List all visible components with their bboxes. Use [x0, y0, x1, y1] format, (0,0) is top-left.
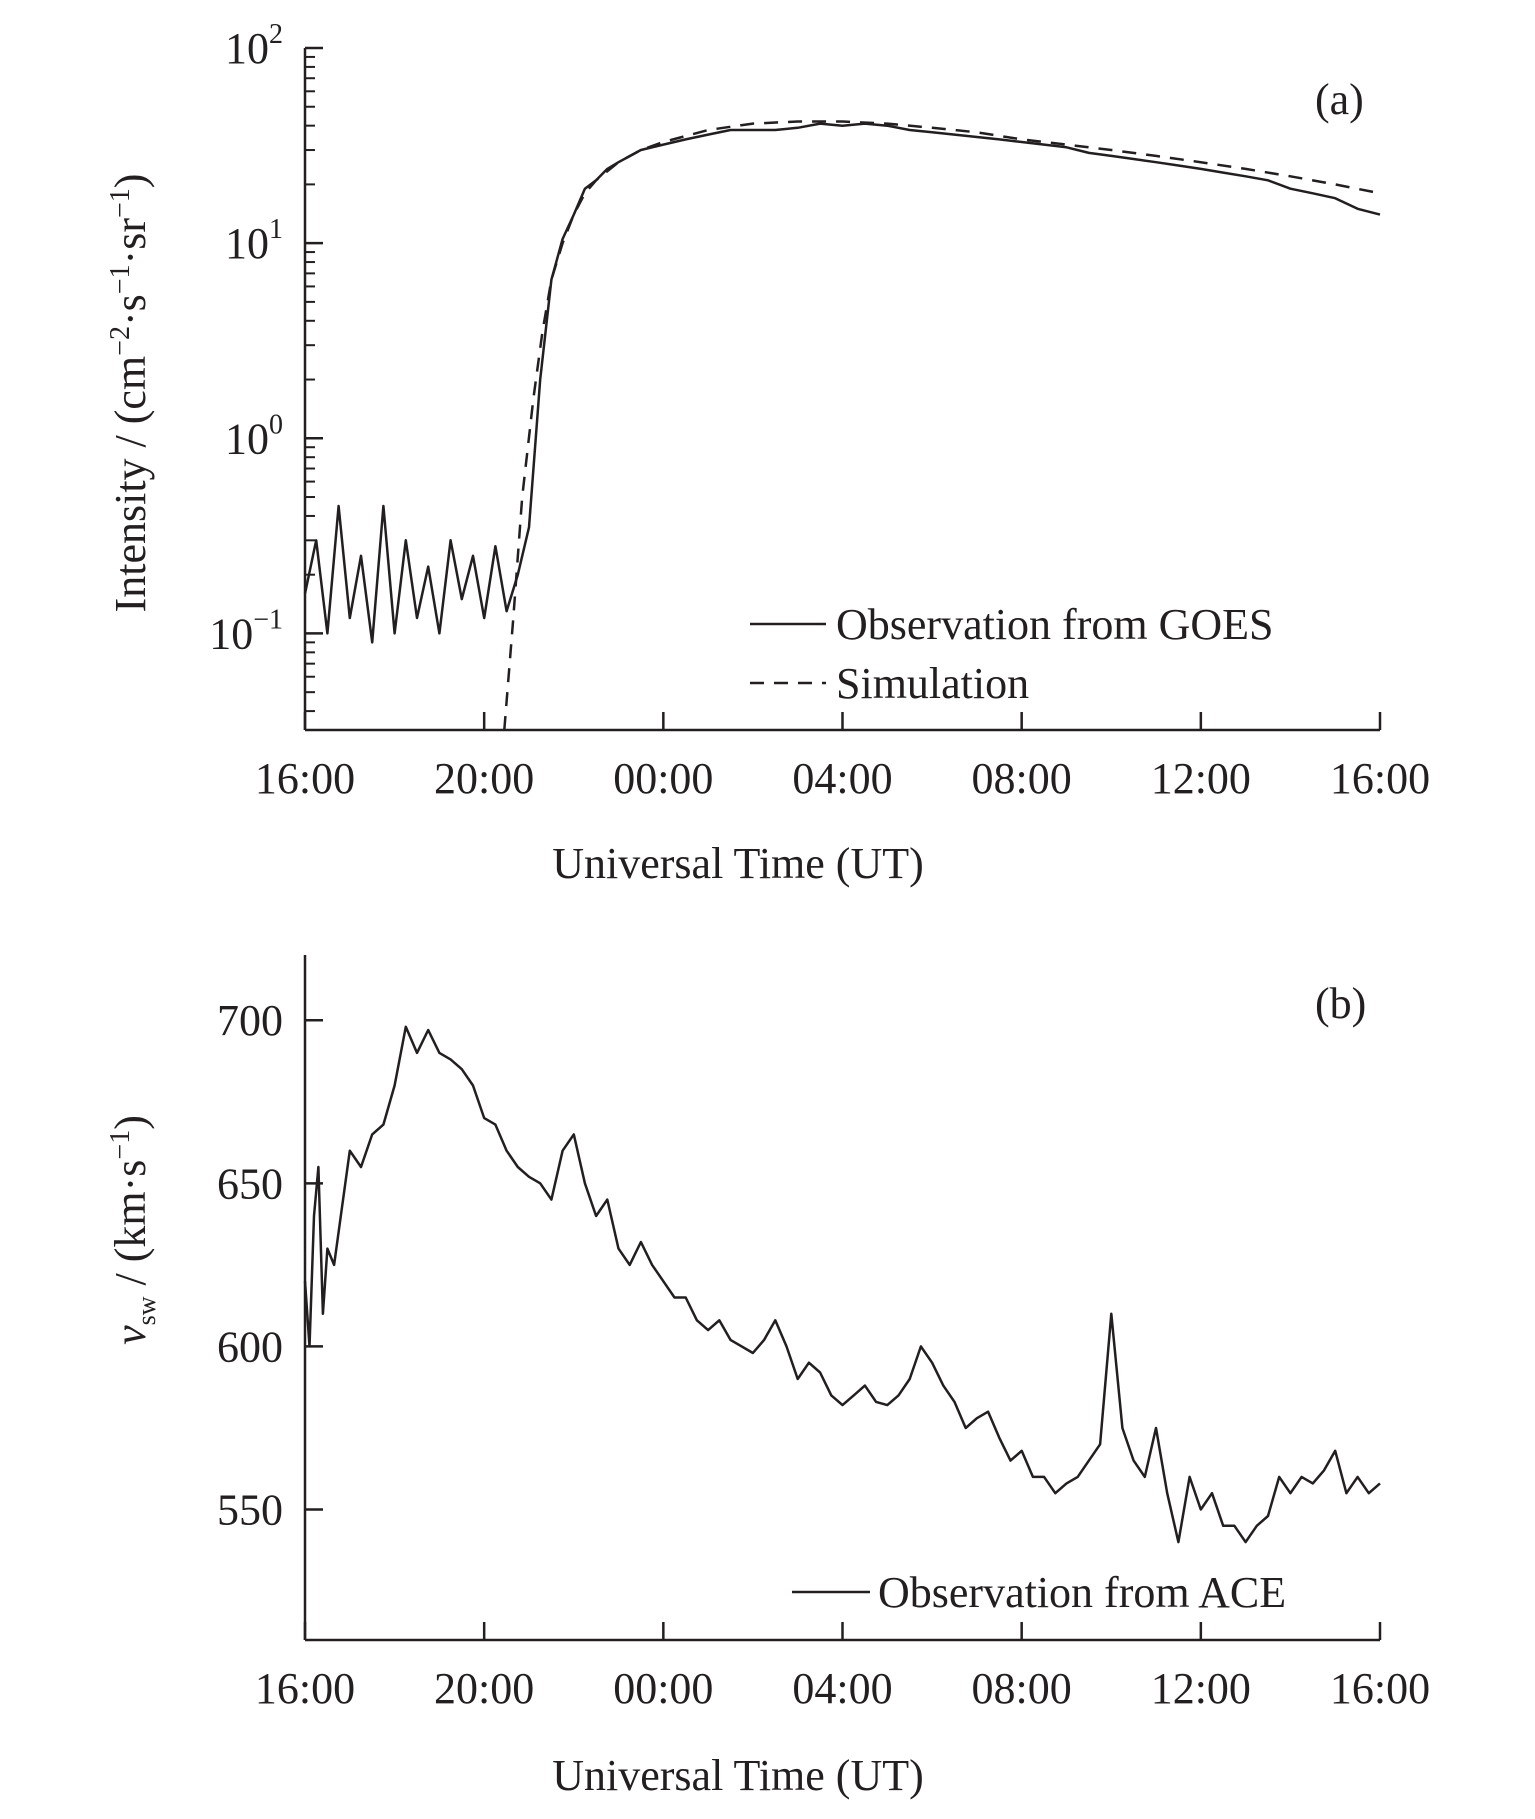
panel-b-x-tick-label: 16:00 — [255, 1664, 355, 1713]
panel-a-y-axis-title-mid2: ·sr — [106, 218, 155, 265]
panel-a-x-tick-label: 20:00 — [434, 754, 534, 803]
panel-b-x-tick-label: 08:00 — [972, 1664, 1072, 1713]
panel-a-x-tick-label: 12:00 — [1151, 754, 1251, 803]
panel-a-x-tick-labels: 16:00 20:00 00:00 04:00 08:00 12:00 16:00 — [255, 754, 1430, 803]
panel-a-x-tick-label: 16:00 — [1330, 754, 1430, 803]
legend-label-ace: Observation from ACE — [878, 1568, 1286, 1617]
panel-b-y-tick-label: 550 — [217, 1486, 283, 1535]
panel-a-y-axis-title-prefix: Intensity / (cm — [106, 356, 155, 613]
panel-a-y-tick-label: 101 — [225, 214, 283, 268]
panel-b-axes — [303, 955, 1382, 1642]
tick-base: 10 — [225, 219, 269, 268]
simulation-line — [503, 120, 1381, 731]
tick-exponent: 1 — [269, 214, 283, 245]
panel-b-x-tick-label: 20:00 — [434, 1664, 534, 1713]
panel-a-y-axis-title-mid1: ·s — [106, 294, 155, 326]
panel-a-tag: (a) — [1315, 75, 1364, 124]
panel-a-y-axis-title: Intensity / (cm−2·s−1·sr−1) — [105, 174, 155, 613]
panel-a-x-tick-label: 08:00 — [972, 754, 1072, 803]
panel-b-y-tick-label: 600 — [217, 1322, 283, 1371]
panel-b-y-axis-title-var: v — [106, 1325, 155, 1345]
legend-label-goes: Observation from GOES — [836, 600, 1274, 649]
panel-b-y-axis-title-suffix: ) — [106, 1115, 155, 1130]
panel-b-y-tick-label: 650 — [217, 1159, 283, 1208]
panel-b-y-axis-title-sup: −1 — [105, 1130, 136, 1160]
panel-a-x-tick-label: 16:00 — [255, 754, 355, 803]
panel-a-y-axis-title-sup2: −1 — [105, 264, 136, 294]
tick-base: 10 — [225, 24, 269, 73]
panel-b-x-tick-label: 12:00 — [1151, 1664, 1251, 1713]
panel-a-y-tick-label: 10−1 — [209, 604, 283, 658]
legend-label-simulation: Simulation — [836, 659, 1029, 708]
panel-a-x-axis-title: Universal Time (UT) — [552, 839, 924, 888]
panel-a-legend: Observation from GOES Simulation — [750, 600, 1274, 708]
tick-base: 10 — [209, 609, 253, 658]
panel-b-x-tick-labels: 16:00 20:00 00:00 04:00 08:00 12:00 16:00 — [255, 1664, 1430, 1713]
panel-b-y-axis-title: vsw / (km·s−1) — [105, 1115, 161, 1345]
panel-b-legend: Observation from ACE — [792, 1568, 1286, 1617]
panel-b-x-tick-label: 04:00 — [792, 1664, 892, 1713]
panel-a-x-tick-label: 00:00 — [613, 754, 713, 803]
goes-observation-line — [303, 122, 1381, 644]
panel-b-y-axis-title-prefix: / (km·s — [106, 1160, 155, 1297]
panel-a-minor-ticks — [305, 55, 315, 713]
panel-a-x-tick-label: 04:00 — [792, 754, 892, 803]
panel-a: 16:00 20:00 00:00 04:00 08:00 12:00 16:00 1021… — [105, 19, 1430, 888]
panel-a-axes — [303, 46, 1382, 732]
panel-b-y-axis-title-sub: sw — [132, 1296, 161, 1325]
panel-a-series — [303, 120, 1381, 731]
panel-a-y-axis-title-sup1: −2 — [105, 326, 136, 356]
panel-b-x-tick-label: 00:00 — [613, 1664, 713, 1713]
tick-exponent: −1 — [253, 604, 283, 635]
tick-base: 10 — [225, 414, 269, 463]
panel-b-y-tick-label: 700 — [217, 996, 283, 1045]
panel-b-series — [303, 1025, 1381, 1544]
panel-b-x-axis-title: Universal Time (UT) — [552, 1751, 924, 1800]
panel-a-y-tick-label: 100 — [225, 409, 283, 463]
panel-b-x-tick-label: 16:00 — [1330, 1664, 1430, 1713]
ace-observation-line — [303, 1025, 1381, 1544]
panel-b-y-tick-labels: 550 600 650 700 — [217, 996, 283, 1534]
tick-exponent: 2 — [269, 19, 283, 50]
panel-a-y-tick-label: 102 — [225, 19, 283, 73]
panel-b: 16:00 20:00 00:00 04:00 08:00 12:00 16:00 550 6… — [105, 955, 1430, 1800]
panel-b-tag: (b) — [1315, 979, 1366, 1028]
panel-a-y-axis-title-suffix: ) — [106, 174, 155, 189]
tick-exponent: 0 — [269, 409, 283, 440]
panel-a-y-axis-title-sup3: −1 — [105, 188, 136, 218]
